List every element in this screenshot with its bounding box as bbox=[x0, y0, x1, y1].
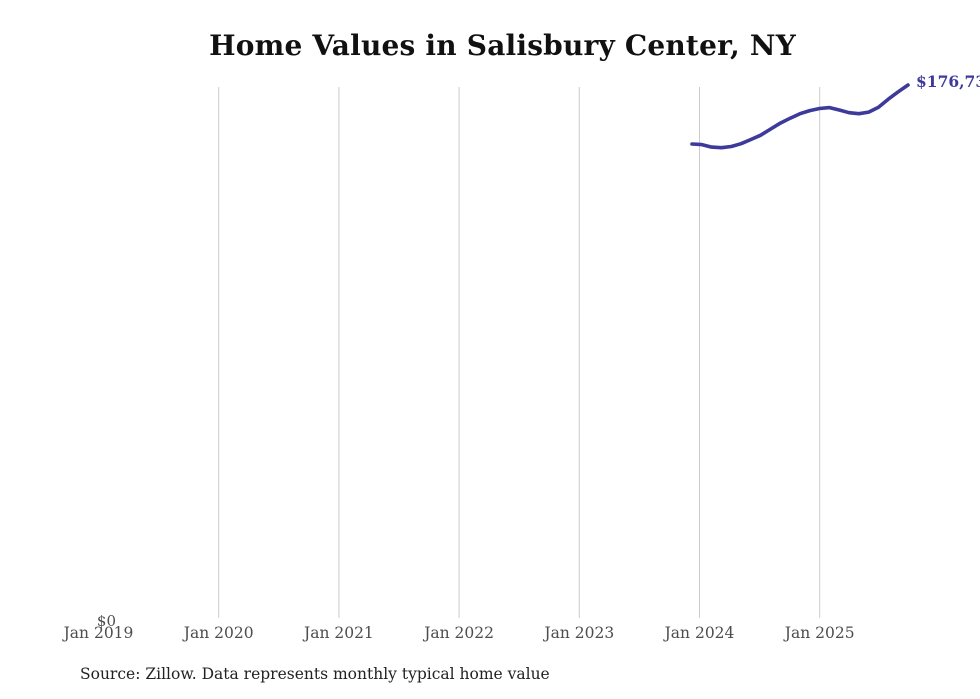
home-value-line bbox=[690, 83, 910, 150]
y-axis-zero-label: $0 bbox=[96, 612, 116, 630]
x-axis-tick-label: Jan 2023 bbox=[544, 624, 615, 642]
latest-value-label: $176,73 bbox=[916, 72, 980, 91]
chart-title: Home Values in Salisbury Center, NY bbox=[209, 29, 796, 62]
x-axis-tick-label: Jan 2024 bbox=[664, 624, 735, 642]
x-axis-tick-label: Jan 2022 bbox=[424, 624, 494, 642]
x-axis-tick-label: Jan 2019 bbox=[63, 624, 134, 642]
gridlines bbox=[218, 87, 821, 618]
x-axis-tick-label: Jan 2020 bbox=[183, 624, 254, 642]
x-axis-tick-label: Jan 2021 bbox=[303, 624, 374, 642]
x-axis-tick-label: Jan 2025 bbox=[784, 624, 855, 642]
source-note: Source: Zillow. Data represents monthly … bbox=[80, 665, 550, 683]
